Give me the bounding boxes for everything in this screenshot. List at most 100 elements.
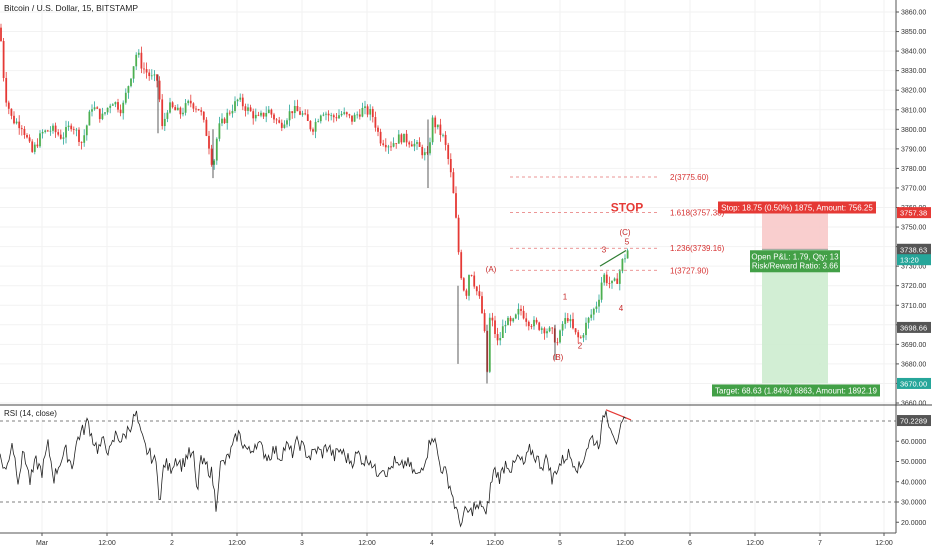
candle-body [80, 141, 83, 143]
price-axis[interactable]: 3860.00 3850.00 3840.00 3830.00 3820.00 3810.… [895, 0, 932, 533]
candle-body [540, 328, 543, 330]
candle-body [330, 115, 333, 117]
price-tag-label: 3757.38 [900, 209, 927, 218]
candle-body [374, 117, 377, 128]
wave-label-2: 2 [578, 341, 583, 350]
candle-body [132, 66, 135, 79]
candle-body [345, 112, 348, 115]
candle-body [2, 41, 5, 79]
candle-body [366, 106, 369, 115]
candle-body [343, 112, 346, 114]
candle-body [392, 143, 395, 147]
price-axis-tick-label: 3840.00 [901, 49, 926, 56]
candle-body [210, 148, 213, 165]
candle-body [127, 86, 130, 93]
candle-body [535, 319, 538, 323]
candle-body [457, 217, 460, 253]
time-axis-tick-label: 12:00 [616, 540, 634, 547]
candle-body [65, 127, 67, 138]
target-box-background [712, 384, 880, 397]
candle-body [85, 125, 88, 136]
candle-body [241, 97, 244, 107]
candle-body [148, 72, 151, 77]
candle-body [439, 124, 442, 136]
candle-body [444, 134, 447, 145]
candle-body [426, 152, 429, 154]
candle-body [202, 111, 205, 120]
candle-body [20, 128, 23, 129]
candle-body [288, 111, 291, 121]
candle-body [28, 137, 31, 142]
candle-body [468, 275, 470, 296]
price-tag-label: 3738.63 [900, 245, 927, 254]
candle-body [395, 143, 398, 144]
wave-label-4: 4 [619, 304, 624, 313]
candle-body [377, 127, 379, 132]
fibonacci-extension[interactable]: 2(3775.60) 1.618(3757.38) 1.236(3739.16) 1(… [510, 173, 725, 275]
candle-body [546, 331, 548, 334]
candle-body [462, 278, 465, 291]
candle-body [618, 271, 621, 284]
time-axis[interactable]: Mar 12:00 2 12:00 3 12:00 4 12:00 5 12:00 6 12:00 7 1… [0, 532, 896, 547]
candle-body [501, 326, 504, 338]
candle-body [114, 102, 117, 105]
rsi-axis[interactable]: 70.2289 60.0000 50.0000 40.0000 30.0000 20.00… [896, 415, 931, 527]
price-axis-tick-label: 3820.00 [901, 88, 926, 95]
divergence-line-price[interactable] [599, 249, 627, 267]
rsi-axis-tick-label: 20.0000 [901, 520, 926, 527]
candle-body [228, 112, 231, 114]
price-tag-background [897, 207, 931, 219]
candle-body [429, 142, 431, 154]
rsi-axis-tick-label: 40.0000 [901, 479, 926, 486]
candle-body [356, 114, 359, 116]
candle-body [59, 134, 62, 139]
rsi-line [0, 410, 626, 528]
price-axis-tick-label: 3800.00 [901, 127, 926, 134]
candle-body [195, 108, 197, 110]
candle-body [309, 120, 312, 130]
candle-body [72, 129, 75, 130]
candle-body [460, 252, 463, 279]
price-tag-background [897, 321, 931, 333]
candle-body [538, 322, 541, 330]
position-tool[interactable] [762, 212, 828, 384]
candle-body [605, 274, 608, 284]
candle-body [499, 337, 502, 341]
candle-body [70, 125, 73, 130]
candle-body [322, 114, 325, 116]
candle-body [161, 99, 164, 127]
candle-body [507, 317, 509, 326]
candle-body [452, 172, 455, 194]
candle-body [156, 74, 158, 81]
candle-body [416, 142, 418, 144]
candle-body [488, 317, 491, 372]
price-axis-background [896, 0, 932, 533]
candle-body [236, 99, 239, 102]
candle-body [200, 110, 203, 112]
candle-body [171, 102, 174, 108]
price-axis-tick-label: 3720.00 [901, 283, 926, 290]
candle-body [122, 102, 125, 114]
candle-body [7, 102, 10, 109]
candle-body [221, 118, 223, 124]
candle-body [111, 104, 114, 106]
candle-body [335, 117, 338, 119]
candle-body [522, 310, 525, 319]
wave-label-3: 3 [602, 245, 607, 254]
candle-body [18, 121, 21, 129]
candle-body [184, 103, 187, 113]
price-axis-tick-label: 3680.00 [901, 361, 926, 368]
divergence-line-rsi[interactable] [605, 409, 632, 421]
candle-body [621, 258, 624, 272]
candle-body [509, 317, 512, 322]
candle-body [75, 129, 78, 131]
candle-body [413, 143, 416, 147]
candle-body [205, 119, 208, 136]
wave-label-5: 5 [625, 238, 630, 247]
stop-annotation: STOP [611, 201, 643, 215]
time-axis-tick-label: 12:00 [98, 540, 116, 547]
candle-body [585, 322, 587, 336]
candle-body [291, 111, 294, 114]
candle-body [153, 74, 156, 76]
pnl-box: Open P&L: 1.79, Qty: 13 Risk/Reward Rati… [750, 250, 840, 273]
